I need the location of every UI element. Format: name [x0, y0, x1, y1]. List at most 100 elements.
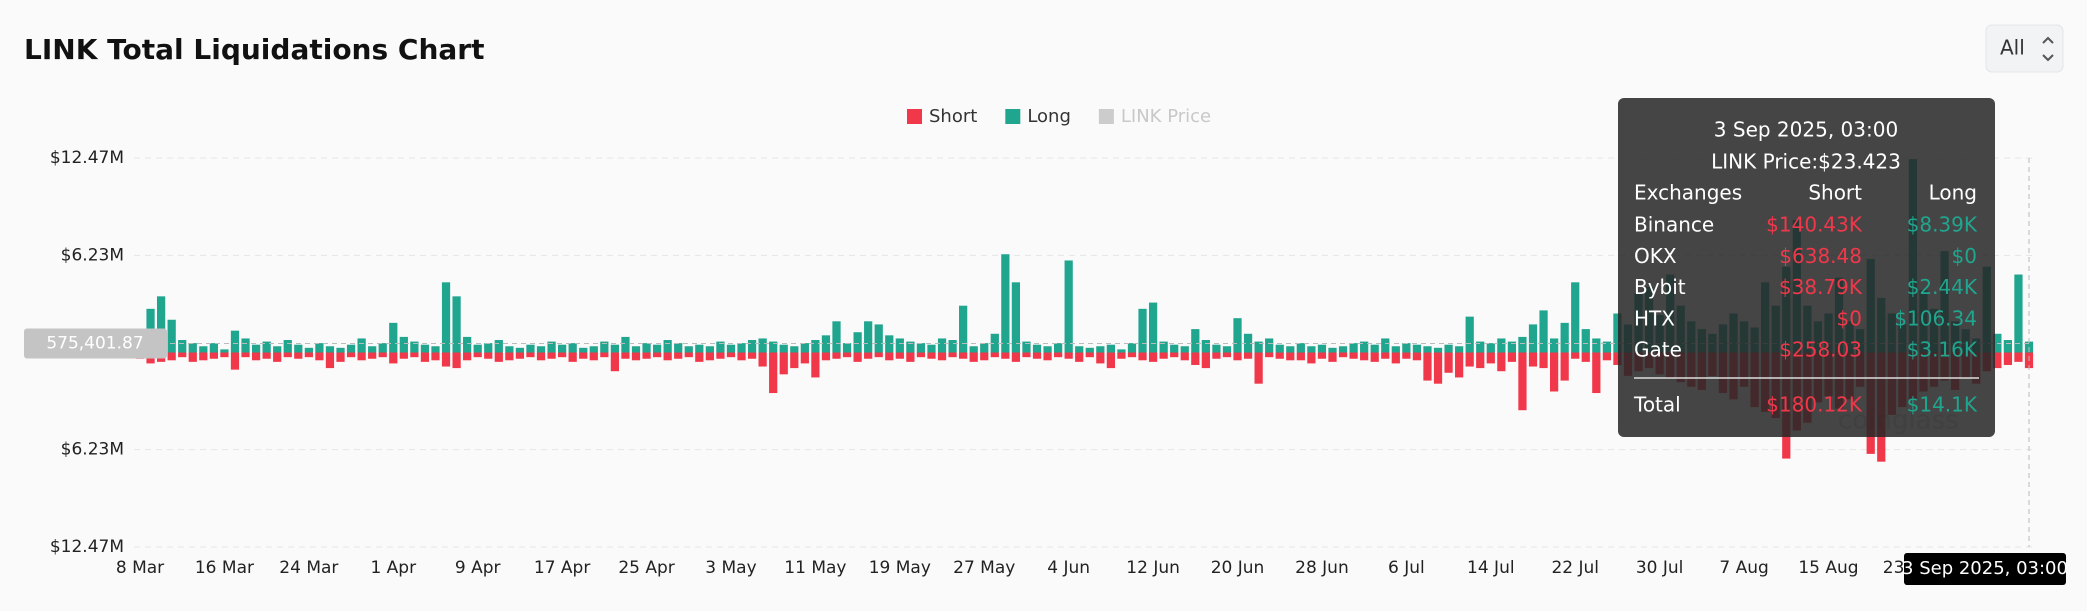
tooltip-header: Exchanges [1634, 181, 1742, 205]
bar [1180, 352, 1189, 361]
bar [1117, 352, 1126, 359]
bar [1212, 352, 1221, 359]
bar [1338, 346, 1348, 353]
bar [1170, 352, 1179, 358]
tooltip-cell: $3.16K [1907, 338, 1978, 362]
tooltip-total: $180.12K [1766, 393, 1863, 417]
bar [1349, 352, 1358, 359]
bar [969, 346, 978, 353]
bar [1412, 344, 1422, 353]
bar [294, 352, 303, 359]
bar [1286, 346, 1295, 353]
bar [1096, 346, 1105, 353]
x-tick-label: 22 Jul [1551, 558, 1599, 578]
bar [1602, 341, 1611, 353]
bar [304, 347, 313, 353]
bar [1581, 352, 1590, 362]
bar [199, 352, 208, 361]
tooltip-cell: HTX [1634, 306, 1675, 330]
bar [315, 343, 324, 353]
x-tick-label: 14 Jul [1467, 558, 1515, 578]
bar [283, 340, 292, 353]
bar [1064, 352, 1073, 359]
x-tick-label: 30 Jul [1636, 558, 1684, 578]
bar [1518, 336, 1527, 353]
y-tick-label: $12.47M [50, 537, 124, 557]
bar [695, 352, 704, 362]
bar [579, 352, 588, 359]
bar [378, 343, 387, 353]
bar [336, 352, 345, 362]
bar [1265, 352, 1274, 358]
bar [357, 352, 366, 361]
bar [494, 352, 503, 362]
bar [1032, 344, 1042, 353]
bar [2014, 274, 2023, 353]
bar [1243, 333, 1253, 353]
bar [1254, 341, 1263, 353]
bar [758, 338, 767, 353]
bar [631, 346, 641, 353]
x-tick-label: 17 Apr [534, 558, 590, 578]
bar [167, 352, 176, 361]
bar [304, 352, 313, 358]
bar [747, 352, 757, 359]
bar [1233, 318, 1242, 353]
bar [1011, 352, 1021, 362]
bar [251, 352, 261, 361]
bar [716, 341, 725, 353]
bar [1054, 352, 1063, 358]
tooltip-cell: Binance [1634, 213, 1714, 237]
bar [758, 352, 767, 367]
bar [959, 352, 968, 359]
bar [473, 344, 482, 353]
tooltip-box [1618, 98, 1995, 437]
bar [1011, 282, 1021, 353]
bar [1993, 352, 2002, 369]
bar [800, 343, 809, 353]
bar [1549, 338, 1559, 353]
bar [610, 352, 620, 372]
bar [241, 352, 250, 358]
bar [1148, 302, 1158, 353]
tooltip-cell: $258.03 [1779, 338, 1862, 362]
tooltip-title: 3 Sep 2025, 03:00 [1714, 118, 1898, 142]
bar [1360, 341, 1369, 353]
bar [1571, 352, 1580, 359]
bar [1096, 352, 1105, 364]
range-button-label[interactable]: All [2000, 36, 2025, 60]
bar [1243, 352, 1253, 359]
bar [568, 343, 577, 353]
bar [842, 352, 852, 358]
bar [1222, 352, 1232, 358]
range-button[interactable] [1985, 24, 2064, 73]
x-tick-label: 28 Jun [1295, 558, 1349, 578]
bar [1032, 352, 1042, 359]
bar [1275, 352, 1284, 359]
bar [1106, 344, 1115, 353]
bar [600, 341, 609, 353]
bar [1296, 352, 1305, 361]
bar [811, 340, 820, 353]
bar [980, 352, 989, 361]
tooltip-header: Long [1929, 181, 1977, 205]
bar [473, 352, 482, 358]
bar [2014, 352, 2023, 362]
bar [368, 346, 377, 353]
bar [463, 336, 472, 353]
bar [1455, 352, 1464, 378]
bar [948, 352, 957, 358]
x-tick-label: 3 May [705, 558, 756, 578]
bar [674, 352, 683, 359]
bar [959, 305, 968, 353]
bar [1370, 352, 1379, 362]
tooltip-cell: $0 [1952, 244, 1977, 268]
bar [1571, 282, 1580, 353]
x-tick-label: 19 May [869, 558, 931, 578]
bar [547, 352, 556, 359]
range-button-icon [2042, 36, 2054, 62]
bar [505, 346, 514, 353]
legend-label: LINK Price [1121, 106, 1211, 127]
bar [346, 344, 356, 353]
bar [864, 321, 873, 353]
